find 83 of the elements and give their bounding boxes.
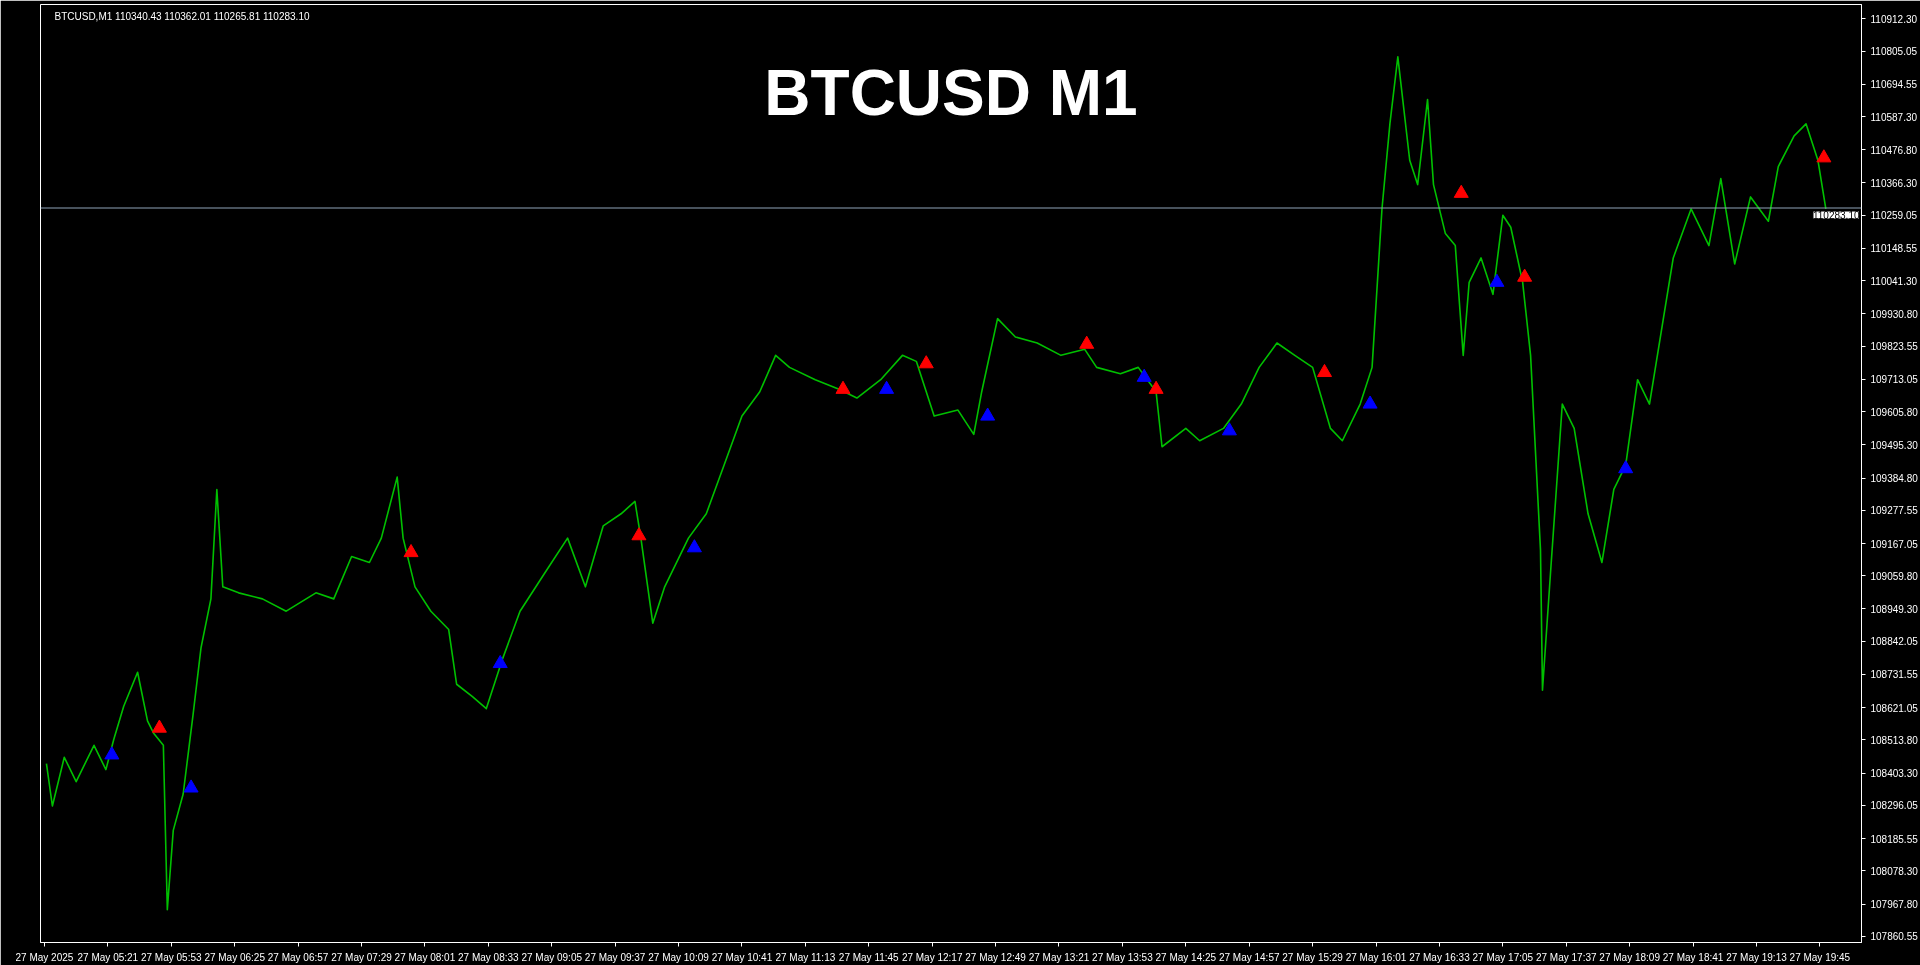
x-tick-label: 27 May 07:29 xyxy=(331,951,393,963)
y-tick-label: 107967.80 xyxy=(1870,899,1919,911)
point xyxy=(1453,184,1469,198)
x-tick-label: 27 May 13:21 xyxy=(1028,951,1090,963)
point xyxy=(1136,368,1152,382)
y-tick-label: 109823.55 xyxy=(1870,341,1919,353)
point xyxy=(1148,380,1164,394)
y-tick-label: 110259.05 xyxy=(1870,210,1918,222)
x-tick-label: 27 May 18:41 xyxy=(1662,951,1724,963)
x-tick-label: 27 May 17:37 xyxy=(1535,951,1597,963)
x-tick-label: 27 May 11:13 xyxy=(775,951,836,963)
y-tick-label: 110366.30 xyxy=(1870,177,1918,189)
point xyxy=(631,527,647,541)
x-tick-label: 27 May 10:09 xyxy=(648,951,710,963)
y-tick-label: 110694.55 xyxy=(1870,79,1918,91)
y-tick-label: 108842.05 xyxy=(1870,636,1919,648)
x-tick-label: 27 May 15:29 xyxy=(1282,951,1344,963)
y-tick-label: 109713.05 xyxy=(1870,374,1919,386)
point xyxy=(183,779,199,793)
x-tick-label: 27 May 05:53 xyxy=(140,951,203,963)
x-tick-label: 27 May 08:01 xyxy=(394,951,456,963)
x-tick-label: 27 May 10:41 xyxy=(711,951,773,963)
point xyxy=(1362,395,1378,409)
x-tick-label: 27 May 12:49 xyxy=(965,951,1027,963)
point xyxy=(1816,149,1832,163)
x-tick-label: 27 May 18:09 xyxy=(1599,951,1661,963)
x-tick-label: 27 May 17:05 xyxy=(1472,951,1534,963)
y-tick-label: 108185.55 xyxy=(1870,833,1919,845)
x-tick-label: 27 May 09:05 xyxy=(521,951,583,963)
x-tick-label: 27 May 08:33 xyxy=(458,951,520,963)
y-tick-label: 109930.80 xyxy=(1870,308,1919,320)
point xyxy=(1317,363,1333,378)
text: BTCUSD M1 xyxy=(764,56,1138,129)
y-tick-label: 109277.55 xyxy=(1870,505,1919,517)
y-tick-label: 109384.80 xyxy=(1870,473,1919,485)
x-tick-label: 27 May 16:01 xyxy=(1345,951,1407,963)
y-tick-label: 107860.55 xyxy=(1870,931,1919,943)
x-tick-label: 27 May 06:25 xyxy=(204,951,266,963)
y-tick-label: 108949.30 xyxy=(1870,604,1919,615)
y-tick-label: 109059.80 xyxy=(1870,570,1919,582)
y-tick-label: 110148.55 xyxy=(1870,243,1918,255)
point xyxy=(492,654,508,669)
y-tick-label: 109495.30 xyxy=(1870,439,1919,451)
point xyxy=(1221,422,1237,436)
x-tick-label: 27 May 2025 xyxy=(15,951,74,963)
point xyxy=(835,380,851,394)
y-tick-label: 110476.80 xyxy=(1870,144,1918,156)
x-tick-label: 27 May 14:57 xyxy=(1218,951,1280,963)
y-tick-label: 108296.05 xyxy=(1870,800,1919,812)
y-tick-label: 109167.05 xyxy=(1870,538,1919,550)
ref-line-label: 110283.10 xyxy=(1812,210,1860,221)
point xyxy=(1079,335,1095,349)
y-tick-label: 108621.05 xyxy=(1870,702,1919,714)
y-tick-label: 108078.30 xyxy=(1870,865,1919,877)
x-tick-label: 27 May 11:45 xyxy=(838,951,900,963)
x-tick-label: 27 May 13:53 xyxy=(1092,951,1154,963)
point xyxy=(879,380,895,394)
x-tick-label: 27 May 06:57 xyxy=(267,951,329,963)
y-tick-label: 110805.05 xyxy=(1870,46,1918,58)
x-tick-label: 27 May 14:25 xyxy=(1155,951,1217,963)
annotation: BTCUSD,M1 110340.43 110362.01 110265.81 110283.10 xyxy=(54,11,310,22)
y-tick-label: 110912.30 xyxy=(1870,13,1918,25)
x-tick-label: 27 May 05:21 xyxy=(77,951,139,963)
x-tick-label: 27 May 19:45 xyxy=(1789,951,1851,963)
point xyxy=(403,543,419,558)
point xyxy=(151,719,167,733)
point xyxy=(104,746,120,760)
x-tick-label: 27 May 09:37 xyxy=(584,951,646,963)
x-tick-label: 27 May 16:33 xyxy=(1409,951,1471,963)
x-tick-label: 27 May 12:17 xyxy=(901,951,963,963)
y-tick-label: 109605.80 xyxy=(1870,406,1919,418)
point xyxy=(1489,273,1505,287)
point xyxy=(1517,268,1533,282)
point xyxy=(686,539,702,553)
y-tick-label: 108513.80 xyxy=(1870,734,1919,746)
x-tick-label: 27 May 19:13 xyxy=(1726,951,1788,963)
y-tick-label: 110041.30 xyxy=(1870,275,1918,287)
y-tick-label: 110587.30 xyxy=(1870,111,1918,123)
y-tick-label: 108403.30 xyxy=(1870,768,1919,780)
y-tick-label: 108731.55 xyxy=(1870,669,1919,681)
point xyxy=(918,355,934,369)
point xyxy=(980,407,996,421)
point xyxy=(1618,460,1634,474)
